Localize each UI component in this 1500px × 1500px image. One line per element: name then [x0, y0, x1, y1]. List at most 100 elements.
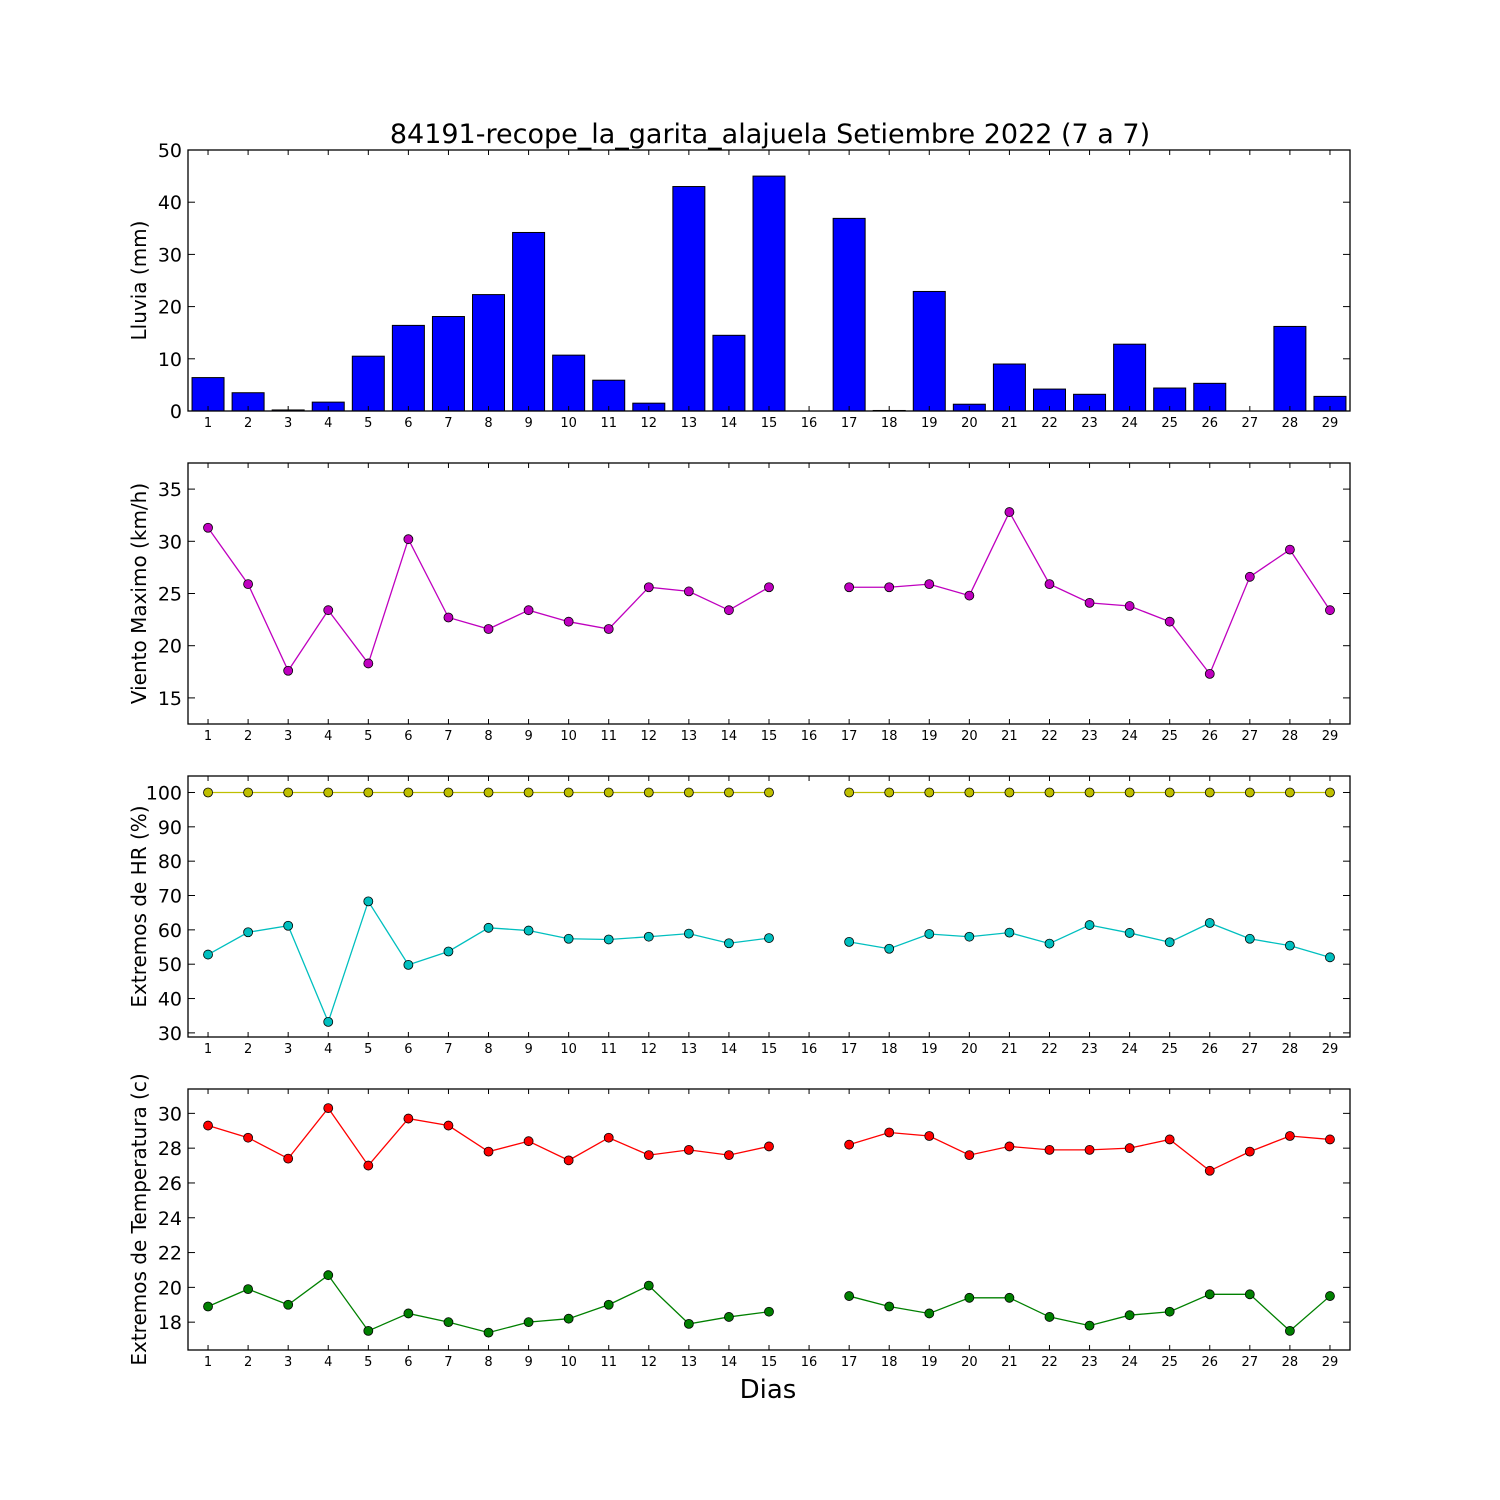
y-tick-label: 26 — [158, 1173, 182, 1195]
x-tick-label: 2 — [244, 1042, 252, 1057]
x-tick-label: 7 — [444, 416, 452, 431]
x-tick-label: 2 — [244, 416, 252, 431]
wind-panel-series-0-point-day-27 — [1244, 571, 1255, 582]
rain-bar-day-1 — [191, 377, 225, 412]
temperature-panel-series-0-point-day-8 — [483, 1146, 494, 1157]
temperature-panel-series-0-point-day-24 — [1124, 1143, 1135, 1154]
x-tick-label: 5 — [364, 1355, 372, 1370]
x-tick-label: 8 — [484, 729, 492, 744]
x-tick-label: 10 — [560, 416, 577, 431]
x-tick-label: 2 — [244, 1355, 252, 1370]
x-tick-label: 3 — [284, 1042, 292, 1057]
temperature-panel-series-1-point-day-10 — [563, 1313, 574, 1324]
wind-panel-series-0-point-day-2 — [243, 579, 254, 590]
wind-panel-series-0-point-day-20 — [964, 590, 975, 601]
x-tick-label: 8 — [484, 1042, 492, 1057]
rain-bar-day-6 — [391, 324, 425, 412]
y-tick-label: 50 — [158, 954, 182, 976]
y-tick-label: 20 — [158, 297, 182, 319]
x-tick-label: 24 — [1121, 1042, 1138, 1057]
y-tick-label: 30 — [158, 244, 182, 266]
wind-panel-series-0-point-day-12 — [643, 582, 654, 593]
x-tick-label: 11 — [600, 729, 617, 744]
humidity-panel-series-1-point-day-17 — [844, 936, 855, 947]
x-tick-label: 9 — [524, 729, 532, 744]
y-tick-label: 30 — [158, 531, 182, 553]
wind-panel-series-0-point-day-29 — [1325, 605, 1335, 616]
x-tick-label: 5 — [364, 1042, 372, 1057]
temperature-panel: 1 2 3 4 5 6 7 8 9 10 11 12 13 14 15 16 17 18 19 20 21 22 23 24 2… — [127, 1073, 1351, 1370]
temperature-panel-series-1-point-day-18 — [884, 1301, 895, 1312]
temperature-panel-series-0-point-day-29 — [1325, 1134, 1335, 1145]
humidity-panel-series-1-point-day-5 — [363, 896, 374, 907]
wind-panel-series-0-point-day-28 — [1284, 544, 1295, 555]
y-tick-label: 18 — [158, 1312, 182, 1334]
temperature-panel-series-0-point-day-5 — [363, 1160, 374, 1171]
temperature-panel-series-1-point-day-9 — [523, 1317, 534, 1328]
temperature-panel-series-0-point-day-19 — [924, 1131, 935, 1141]
x-tick-label: 29 — [1322, 416, 1339, 431]
x-tick-label: 10 — [560, 729, 577, 744]
humidity-panel-series-1-point-day-21 — [1004, 927, 1015, 938]
wind-panel-series-0-point-day-1 — [203, 522, 213, 533]
x-tick-label: 13 — [681, 729, 698, 744]
humidity-panel-series-1-point-day-7 — [443, 946, 454, 957]
humidity-panel-series-1-point-day-12 — [643, 931, 654, 942]
humidity-panel-series-0-point-day-26 — [1204, 787, 1215, 798]
x-tick-label: 19 — [921, 1042, 938, 1057]
temperature-panel-series-0-point-day-3 — [283, 1153, 294, 1164]
wind-panel-series-0-point-day-5 — [363, 658, 374, 669]
humidity-panel-series-1-point-day-2 — [243, 927, 254, 938]
wind-panel-series-0-point-day-26 — [1204, 668, 1215, 679]
x-tick-label: 4 — [324, 416, 332, 431]
humidity-panel-series-1-point-day-26 — [1204, 918, 1215, 928]
x-tick-label: 2 — [244, 729, 252, 744]
humidity-panel-series-0-point-day-28 — [1284, 787, 1295, 798]
temperature-panel-series-1-point-day-28 — [1284, 1325, 1295, 1336]
rain-panel: 1 2 3 4 5 6 7 8 9 10 11 12 13 14 15 16 17 18 19 20 21 22 23 24 2… — [127, 140, 1351, 431]
x-tick-label: 6 — [404, 1355, 412, 1370]
humidity-panel-series-1-point-day-3 — [283, 920, 294, 931]
humidity-panel-series-1-point-day-9 — [523, 925, 534, 936]
rain-bar-day-21 — [992, 363, 1026, 412]
humidity-panel-series-0-point-day-3 — [283, 787, 294, 798]
humidity-panel-series-0-point-day-20 — [964, 787, 975, 798]
x-tick-label: 19 — [921, 416, 938, 431]
x-tick-label: 23 — [1081, 1042, 1098, 1057]
x-tick-label: 16 — [801, 729, 818, 744]
temperature-panel-series-0-point-day-28 — [1284, 1131, 1295, 1141]
y-tick-label: 10 — [158, 349, 182, 371]
temperature-panel-series-0-point-day-23 — [1084, 1145, 1095, 1155]
wind-panel-series-0-point-day-24 — [1124, 601, 1135, 611]
x-tick-label: 14 — [721, 729, 738, 744]
rain-bar-day-17 — [832, 217, 866, 412]
temperature-panel-series-1-point-day-14 — [724, 1312, 734, 1322]
x-tick-label: 28 — [1282, 416, 1299, 431]
humidity-panel-series-0-point-day-18 — [884, 787, 895, 798]
x-tick-label: 5 — [364, 416, 372, 431]
humidity-panel-series-1-point-day-27 — [1244, 933, 1255, 944]
x-tick-label: 18 — [881, 1042, 898, 1057]
x-tick-label: 18 — [881, 1355, 898, 1370]
humidity-panel-series-0-point-day-17 — [844, 787, 855, 798]
y-tick-label: 28 — [158, 1138, 182, 1160]
y-tick-label: 40 — [158, 989, 182, 1011]
rain-bar-day-13 — [672, 186, 706, 412]
rain-bar-day-10 — [552, 354, 586, 412]
humidity-panel-series-0-point-day-1 — [203, 787, 213, 798]
x-tick-label: 24 — [1121, 416, 1138, 431]
temperature-panel-series-0-point-day-17 — [844, 1139, 855, 1150]
x-tick-label: 12 — [641, 1355, 658, 1370]
x-tick-label: 28 — [1282, 729, 1299, 744]
y-tick-label: 100 — [146, 782, 182, 804]
humidity-panel-series-1-point-day-25 — [1164, 937, 1175, 948]
x-tick-label: 16 — [801, 1042, 818, 1057]
rain-bar-day-28 — [1273, 325, 1307, 412]
x-tick-label: 3 — [284, 416, 292, 431]
rain-bar-day-9 — [512, 231, 546, 412]
humidity-panel-series-1-point-day-14 — [724, 938, 734, 949]
wind-panel-series-0-point-day-15 — [764, 582, 774, 593]
temperature-panel-series-1-point-day-3 — [283, 1299, 294, 1310]
x-tick-label: 19 — [921, 1355, 938, 1370]
humidity-panel-series-0-point-day-23 — [1084, 787, 1095, 798]
